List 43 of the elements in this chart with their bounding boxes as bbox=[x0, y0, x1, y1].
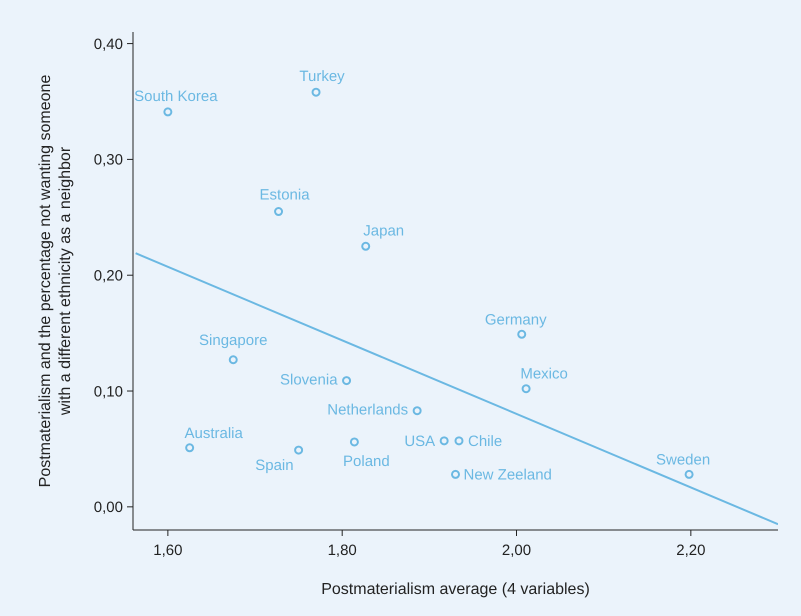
annotation: Slovenia bbox=[280, 372, 338, 389]
point bbox=[185, 443, 194, 452]
x-tick-label: 1,80 bbox=[328, 542, 357, 559]
annotation: Chile bbox=[468, 432, 502, 450]
y-tick-label: 0,20 bbox=[94, 267, 123, 284]
annotation: South Korea bbox=[134, 88, 218, 105]
annotation: Japan bbox=[363, 222, 404, 240]
y-tick-label: 0,00 bbox=[94, 499, 123, 516]
annotation: Netherlands bbox=[327, 402, 408, 419]
annotation: USA bbox=[404, 432, 436, 450]
point bbox=[294, 446, 304, 455]
point bbox=[454, 436, 464, 446]
x-tick-label: 2,20 bbox=[676, 542, 706, 559]
point bbox=[163, 107, 172, 116]
x-axis-title: Postmaterialism average (4 variables) bbox=[321, 581, 590, 598]
point bbox=[274, 207, 284, 216]
point bbox=[522, 384, 531, 394]
y-tick-label: 0,10 bbox=[94, 383, 123, 400]
point bbox=[517, 330, 526, 339]
annotation: Sweden bbox=[656, 451, 710, 468]
point bbox=[228, 355, 238, 364]
annotation: Mexico bbox=[520, 366, 568, 383]
point bbox=[312, 88, 321, 97]
annotation: New Zeeland bbox=[464, 466, 552, 484]
point bbox=[684, 470, 694, 479]
annotation: Estonia bbox=[260, 186, 310, 204]
point bbox=[361, 242, 370, 251]
annotation: Germany bbox=[484, 311, 548, 328]
x-tick-label: 1,60 bbox=[153, 542, 182, 559]
point bbox=[350, 437, 359, 446]
annotation: Singapore bbox=[199, 332, 268, 349]
y-tick-label: 0,40 bbox=[94, 36, 123, 53]
y-axis-title: Postmaterialism and the percentage not wanting someone with a different ethnicity as a neighbor bbox=[37, 74, 74, 488]
annotation: Poland bbox=[343, 452, 390, 470]
point bbox=[342, 376, 352, 386]
annotation: Spain bbox=[255, 457, 294, 474]
x-tick-label: 2,00 bbox=[502, 542, 532, 559]
annotation: Australia bbox=[184, 424, 244, 442]
point bbox=[412, 406, 422, 416]
annotation: Turkey bbox=[299, 68, 346, 86]
point bbox=[440, 436, 449, 446]
y-tick-label: 0,30 bbox=[94, 152, 123, 169]
point bbox=[451, 470, 460, 479]
